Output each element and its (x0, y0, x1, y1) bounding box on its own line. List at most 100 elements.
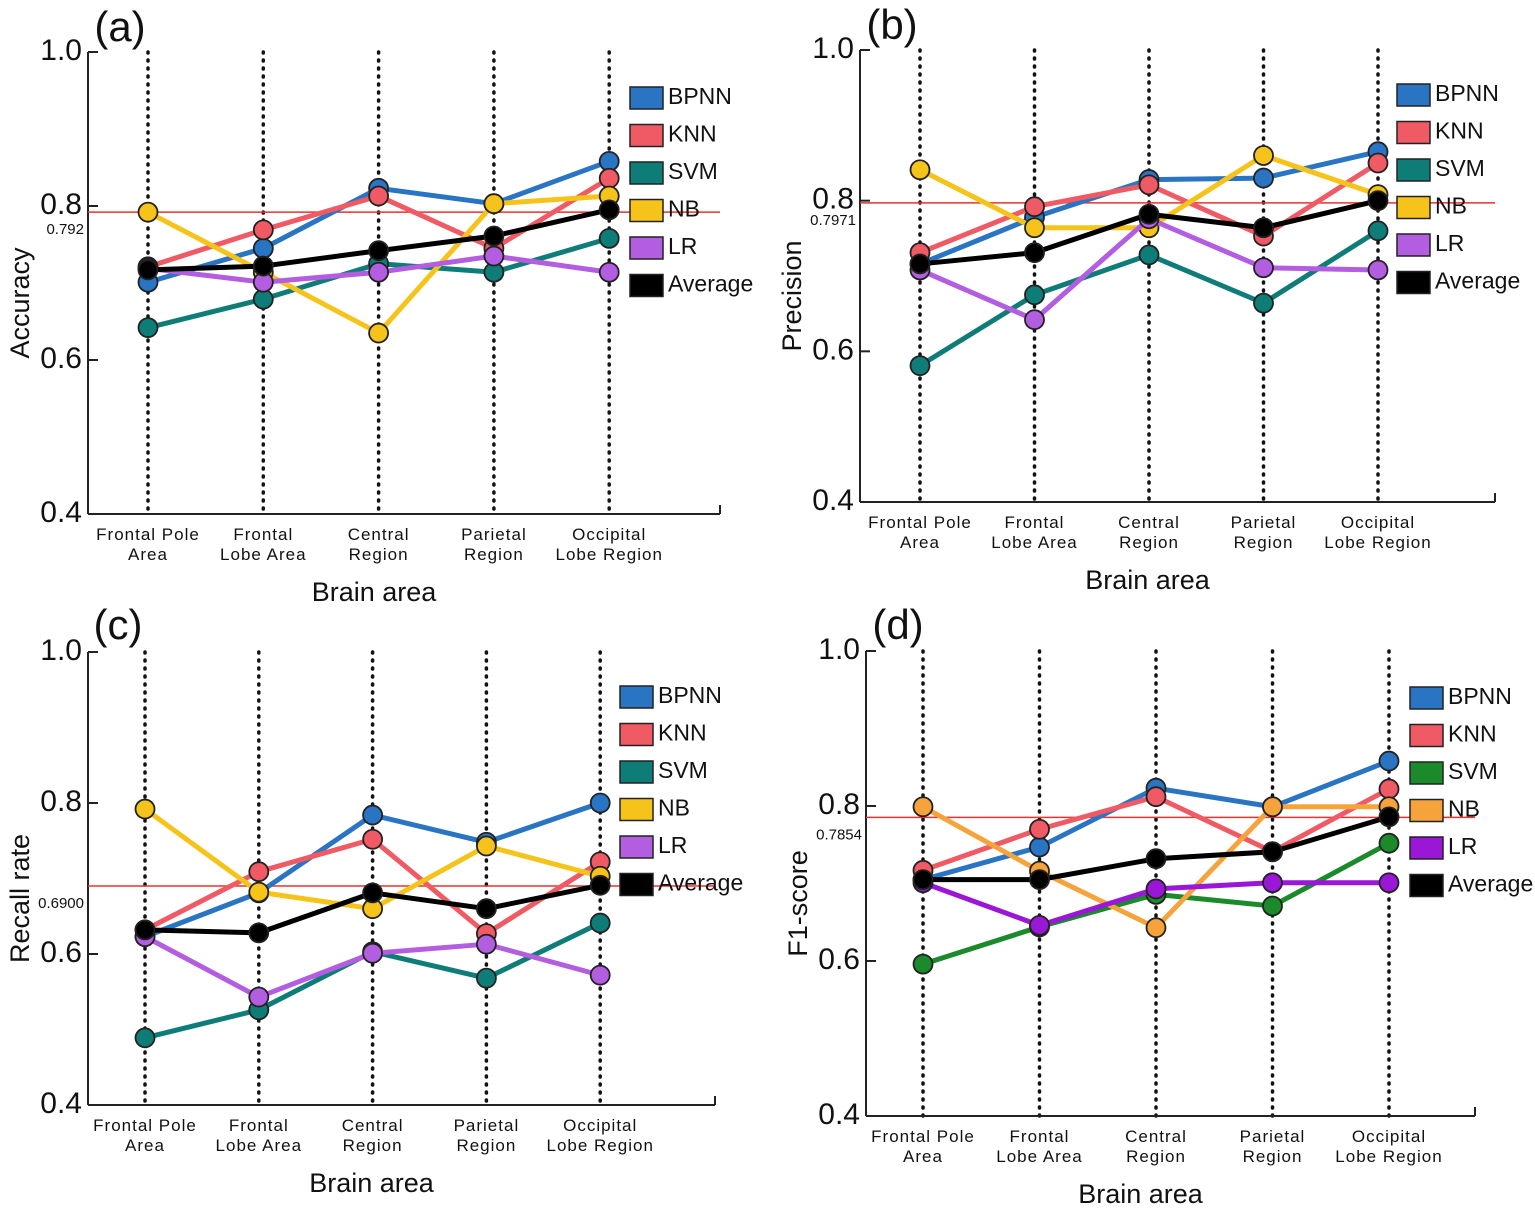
data-point (1029, 818, 1050, 840)
data-point (1378, 832, 1400, 854)
x-tick-label: Central Region (1118, 513, 1180, 552)
data-point (134, 1027, 156, 1049)
data-point (598, 261, 620, 283)
legend-swatch (619, 722, 654, 747)
legend-swatch (629, 123, 664, 148)
legend-swatch (1396, 270, 1431, 295)
data-point (248, 881, 270, 903)
y-tick-label: 0.8 (40, 785, 82, 818)
legend-label: SVM (658, 757, 708, 783)
data-point (909, 253, 931, 275)
data-point (475, 967, 497, 989)
data-point (589, 912, 611, 934)
panel: (d) 0.4 0.6 0.8 1.0 F1-score Brain area Frontal… (783, 601, 1533, 1209)
data-point (1262, 872, 1283, 894)
reference-label: 0.6900 (38, 895, 84, 912)
y-tick-label: 0.6 (40, 342, 82, 375)
legend-label: SVM (668, 158, 718, 184)
legend-swatch (1409, 686, 1444, 710)
legend-swatch (1396, 83, 1431, 107)
data-point (248, 922, 270, 944)
legend-swatch (1409, 761, 1444, 785)
data-point (362, 804, 384, 826)
y-tick-label: 0.8 (818, 788, 860, 821)
data-point (1378, 750, 1400, 772)
x-axis-label: Brain area (1078, 1179, 1204, 1209)
legend-label: Average (668, 271, 753, 297)
legend-label: KNN (668, 121, 717, 147)
data-point (909, 355, 931, 377)
legend-label: BPNN (1435, 80, 1499, 106)
reference-label: 0.7971 (810, 212, 856, 229)
y-tick-label: 0.8 (812, 183, 854, 216)
data-point (368, 322, 390, 344)
legend-swatch (1396, 195, 1431, 220)
data-point (598, 199, 620, 221)
data-point (912, 953, 934, 975)
legend-label: LR (668, 233, 697, 259)
data-point (1367, 259, 1389, 281)
data-point (912, 796, 934, 818)
y-axis-label: Precision (777, 240, 807, 351)
data-point (1262, 895, 1283, 917)
legend-label: KNN (1435, 118, 1484, 144)
data-point (1024, 242, 1045, 264)
legend-swatch (629, 273, 664, 298)
x-axis-label: Brain area (1085, 565, 1211, 595)
x-axis-label: Brain area (309, 1168, 435, 1198)
data-point (598, 227, 620, 249)
data-point (1029, 914, 1050, 936)
data-point (368, 261, 390, 283)
y-tick-label: 0.4 (40, 496, 82, 529)
y-tick-label: 1.0 (40, 34, 82, 67)
legend-swatch (1396, 158, 1431, 182)
data-point (1029, 836, 1050, 858)
legend-swatch (1409, 798, 1444, 823)
data-point (1029, 869, 1050, 891)
legend-swatch (619, 797, 654, 822)
y-tick-label: 1.0 (812, 32, 854, 65)
legend-label: NB (668, 196, 700, 222)
data-point (362, 828, 384, 850)
data-point (589, 792, 611, 814)
x-tick-label: Frontal Pole Area (871, 1127, 975, 1166)
data-point (475, 933, 497, 955)
data-point (483, 245, 505, 267)
legend-swatch (1409, 836, 1444, 860)
x-tick-label: Parietal Region (461, 525, 527, 564)
x-tick-label: Occipital Lobe Region (1324, 513, 1431, 552)
y-tick-label: 1.0 (40, 634, 82, 667)
x-tick-label: Frontal Lobe Area (220, 525, 307, 564)
data-point (1138, 174, 1160, 196)
legend-swatch (629, 161, 664, 185)
y-tick-label: 0.4 (812, 484, 854, 517)
y-axis-label: Recall rate (5, 834, 35, 963)
x-tick-label: Central Region (348, 525, 410, 564)
y-tick-label: 0.6 (818, 943, 860, 976)
legend-swatch (1409, 873, 1444, 898)
reference-label: 0.792 (46, 221, 84, 238)
legend-swatch (619, 835, 654, 859)
data-point (1145, 917, 1167, 939)
data-point (909, 159, 931, 181)
x-tick-label: Frontal Pole Area (96, 525, 200, 564)
data-point (1378, 806, 1400, 828)
legend-label: NB (1435, 193, 1467, 219)
data-point (1253, 292, 1274, 314)
x-tick-label: Parietal Region (1231, 513, 1297, 552)
legend-swatch (1396, 120, 1431, 145)
x-tick-label: Occipital Lobe Region (1335, 1127, 1442, 1166)
panel-label: (c) (94, 601, 143, 648)
data-point (134, 919, 156, 941)
data-point (1024, 309, 1045, 331)
y-tick-label: 0.8 (40, 188, 82, 221)
x-tick-label: Frontal Pole Area (93, 1116, 197, 1155)
legend-label: LR (1435, 230, 1464, 256)
y-tick-label: 0.4 (818, 1098, 860, 1131)
x-tick-label: Frontal Lobe Area (216, 1116, 303, 1155)
data-point (248, 986, 270, 1008)
data-point (1262, 841, 1283, 863)
legend-swatch (619, 685, 654, 709)
